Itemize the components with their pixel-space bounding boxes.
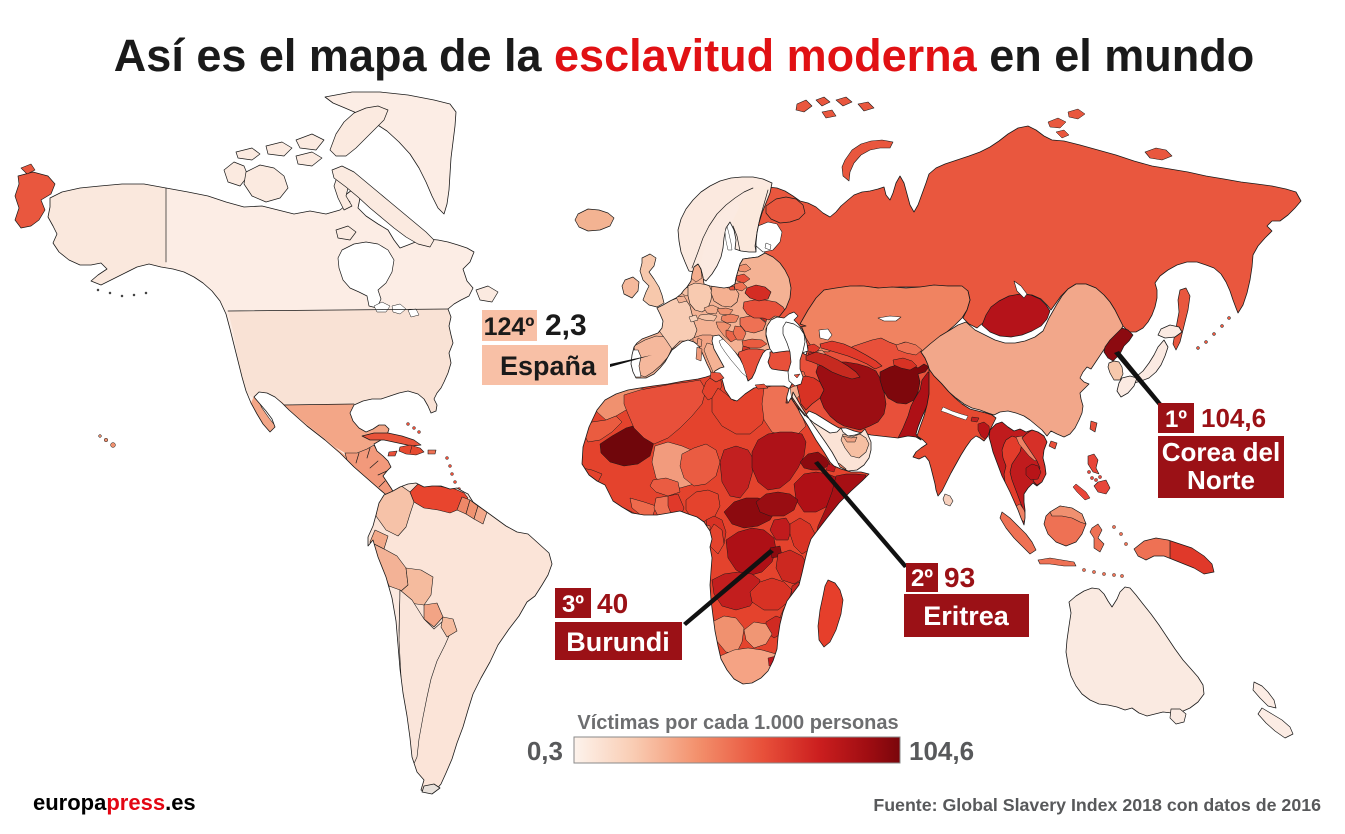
svg-text:3º: 3º [562,591,584,618]
svg-text:124º: 124º [484,313,535,341]
svg-text:2,3: 2,3 [545,309,587,342]
svg-text:Burundi: Burundi [566,627,669,657]
svg-text:93: 93 [944,562,975,593]
svg-text:Corea del: Corea del [1162,437,1281,467]
svg-text:Fuente: Global Slavery Index 2: Fuente: Global Slavery Index 2018 con da… [873,795,1321,815]
svg-text:Así es el mapa de la esclavitu: Así es el mapa de la esclavitud moderna … [114,30,1254,81]
svg-text:40: 40 [597,588,628,619]
svg-text:Eritrea: Eritrea [923,601,1010,631]
svg-text:Norte: Norte [1187,465,1255,495]
svg-text:104,6: 104,6 [909,736,974,766]
svg-text:europapress.es: europapress.es [33,790,196,815]
svg-text:104,6: 104,6 [1201,403,1266,433]
svg-text:0,3: 0,3 [527,736,563,766]
svg-text:2º: 2º [911,565,933,592]
svg-text:1º: 1º [1165,406,1187,433]
svg-text:Víctimas por cada 1.000 person: Víctimas por cada 1.000 personas [577,712,898,734]
svg-text:España: España [500,351,597,381]
